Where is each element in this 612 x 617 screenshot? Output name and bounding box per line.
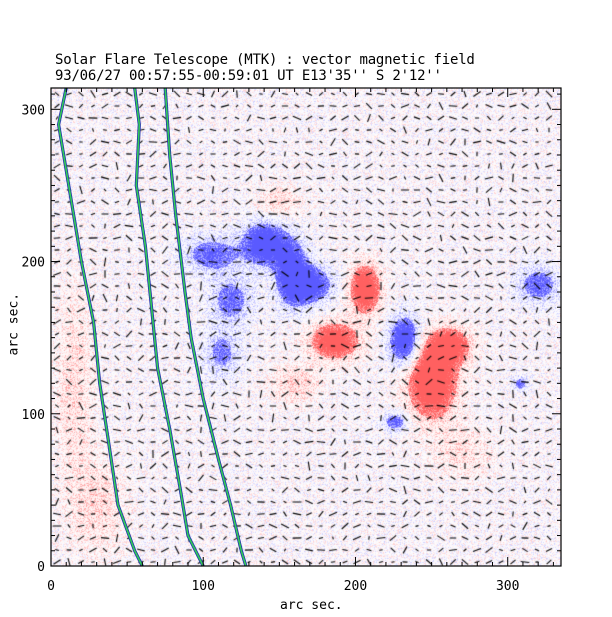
limb-contour-2: [133, 87, 204, 567]
limb-contour-3-outline: [163, 87, 248, 567]
plot-border: [50, 87, 562, 567]
axes-frame: [50, 87, 562, 567]
x-tick-label: 200: [344, 579, 367, 594]
figure-title: Solar Flare Telescope (MTK) : vector mag…: [55, 52, 475, 68]
limb-contour-1: [57, 87, 144, 567]
x-tick-label: 300: [496, 579, 519, 594]
axis-tick-labels: 0 100 200 300 0 100 200 300: [22, 103, 520, 594]
y-tick-label: 200: [22, 256, 45, 271]
contour-layer: [56, 87, 248, 567]
axis-ticks: [50, 88, 561, 567]
limb-contour-1-outline: [56, 87, 144, 567]
y-tick-label: 100: [22, 408, 45, 423]
figure-subtitle: 93/06/27 00:57:55-00:59:01 UT E13'35'' S…: [55, 68, 442, 84]
y-tick-label: 300: [22, 103, 45, 118]
y-axis-label: arc sec.: [6, 292, 22, 356]
x-tick-label: 0: [47, 579, 55, 594]
x-tick-label: 100: [191, 579, 214, 594]
x-axis-label: arc sec.: [280, 598, 343, 613]
y-tick-label: 0: [37, 560, 45, 575]
limb-contour-3: [164, 87, 247, 567]
